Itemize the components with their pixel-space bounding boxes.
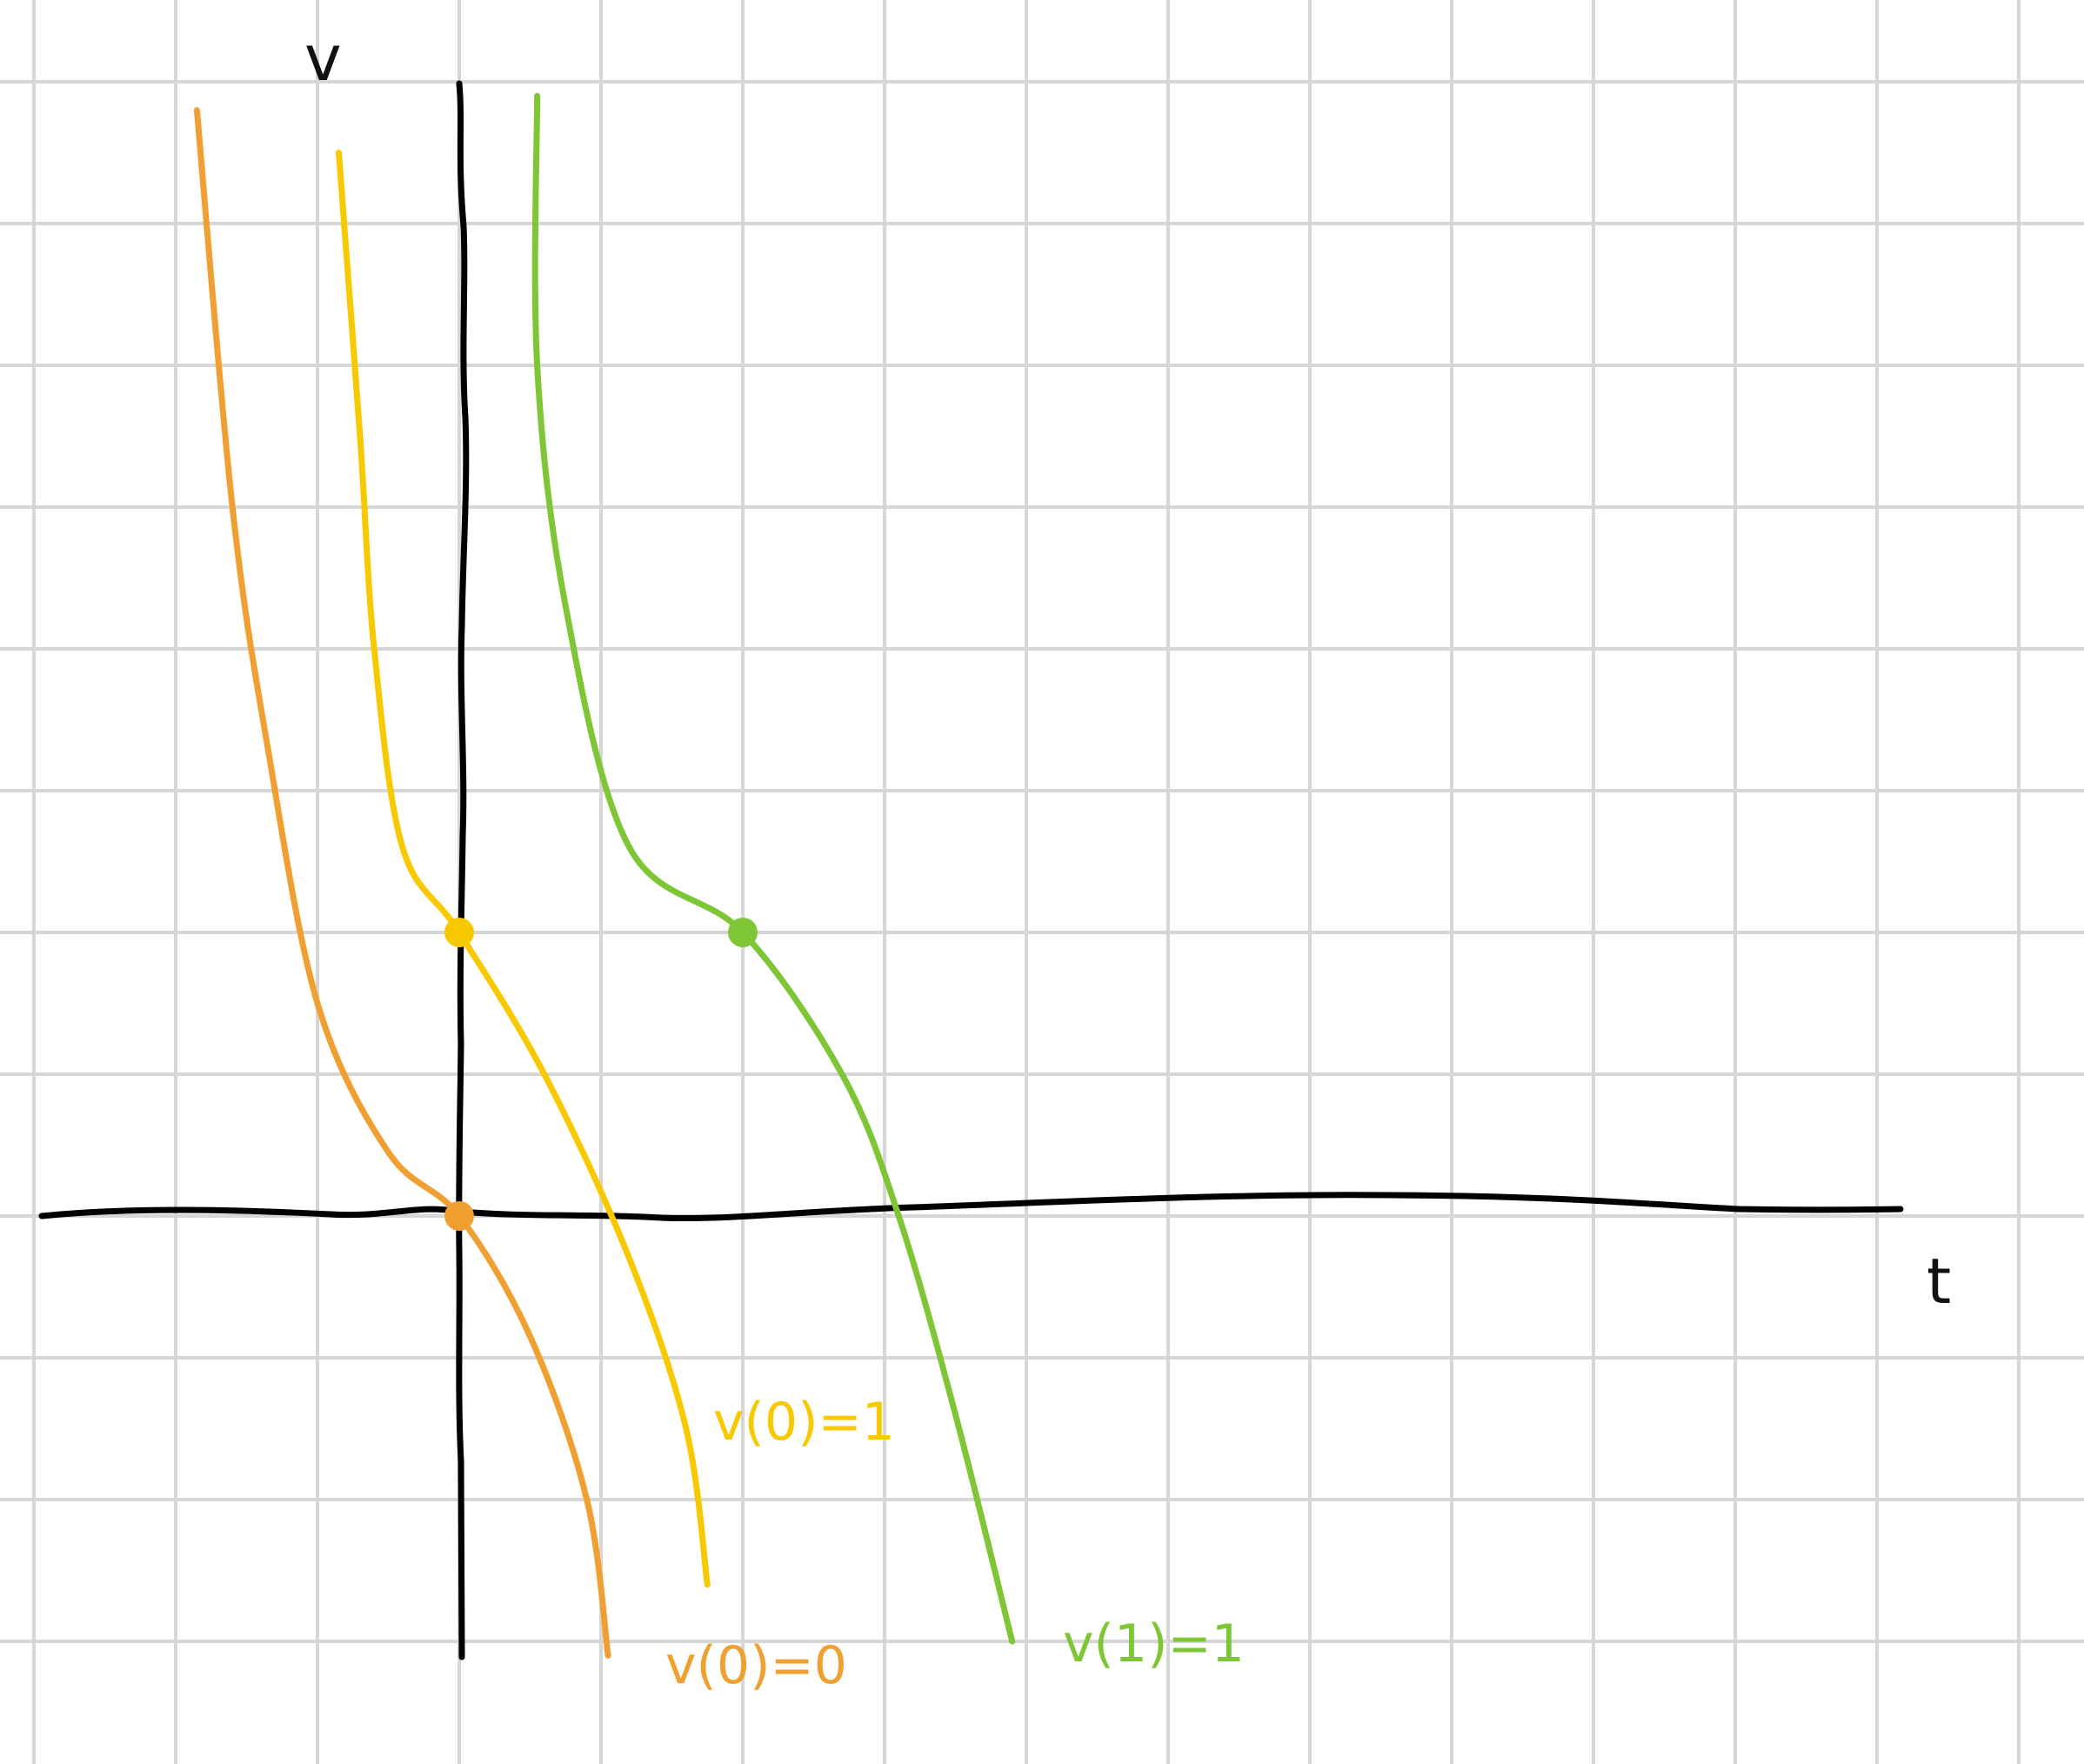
series-label-1: v(0)=1: [713, 1392, 895, 1453]
x-axis-label: t: [1927, 1245, 1951, 1318]
series-label-0: v(0)=0: [665, 1635, 847, 1696]
marked-points: [444, 918, 758, 1231]
y-axis-label: v: [304, 22, 342, 95]
series-label-2: v(1)=1: [1063, 1614, 1245, 1674]
initial-condition-point-2: [728, 918, 758, 947]
initial-condition-point-1: [444, 918, 474, 947]
series-line-0: [193, 107, 611, 1659]
axes: [38, 80, 1904, 1660]
series-line-2: [531, 92, 1016, 1645]
y-axis: [456, 80, 470, 1660]
x-axis: [38, 1192, 1904, 1222]
series-line-1: [336, 150, 711, 1588]
curve-labels: v(0)=0 v(0)=1 v(1)=1: [665, 1392, 1245, 1696]
initial-condition-point-0: [444, 1201, 474, 1231]
